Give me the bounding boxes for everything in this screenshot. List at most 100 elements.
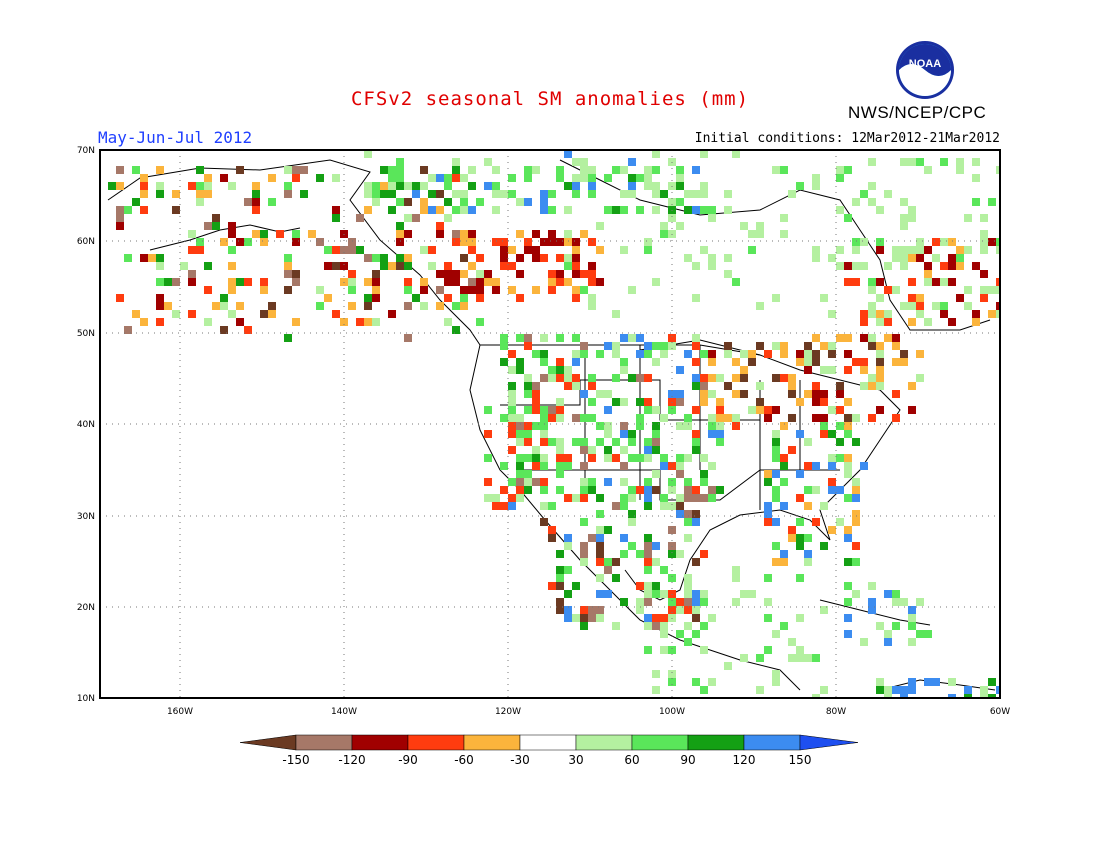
anomaly-cell bbox=[484, 278, 492, 286]
anomaly-cell bbox=[500, 486, 508, 494]
anomaly-cell bbox=[620, 478, 628, 486]
anomaly-cell bbox=[860, 334, 868, 342]
anomaly-cell bbox=[572, 286, 580, 294]
anomaly-cell bbox=[788, 190, 796, 198]
anomaly-cell bbox=[452, 166, 460, 174]
colorbar-swatch bbox=[631, 734, 689, 751]
anomaly-cell bbox=[804, 366, 812, 374]
anomaly-cell bbox=[420, 182, 428, 190]
anomaly-cell bbox=[772, 342, 780, 350]
anomaly-cell bbox=[492, 206, 500, 214]
anomaly-cell bbox=[876, 406, 884, 414]
anomaly-cell bbox=[620, 366, 628, 374]
anomaly-cell bbox=[636, 454, 644, 462]
anomaly-cell bbox=[516, 438, 524, 446]
anomaly-cell bbox=[372, 182, 380, 190]
anomaly-cell bbox=[892, 254, 900, 262]
anomaly-cell bbox=[844, 462, 852, 470]
anomaly-cell bbox=[692, 342, 700, 350]
anomaly-cell bbox=[556, 398, 564, 406]
anomaly-cell bbox=[508, 190, 516, 198]
anomaly-cell bbox=[924, 270, 932, 278]
anomaly-cell bbox=[644, 182, 652, 190]
anomaly-cell bbox=[652, 206, 660, 214]
anomaly-cell bbox=[860, 310, 868, 318]
anomaly-cell bbox=[924, 318, 932, 326]
anomaly-cell bbox=[604, 406, 612, 414]
anomaly-cell bbox=[876, 382, 884, 390]
anomaly-cell bbox=[508, 350, 516, 358]
anomaly-cell bbox=[556, 278, 564, 286]
anomaly-cell bbox=[948, 318, 956, 326]
anomaly-cell bbox=[796, 518, 804, 526]
anomaly-cell bbox=[772, 470, 780, 478]
anomaly-cell bbox=[692, 590, 700, 598]
anomaly-cell bbox=[172, 310, 180, 318]
anomaly-cell bbox=[756, 398, 764, 406]
anomaly-cell bbox=[596, 558, 604, 566]
anomaly-cell bbox=[564, 590, 572, 598]
anomaly-cell bbox=[484, 406, 492, 414]
anomaly-cell bbox=[660, 614, 668, 622]
anomaly-cell bbox=[812, 398, 820, 406]
colorbar-label: 150 bbox=[789, 753, 812, 767]
anomaly-cell bbox=[204, 286, 212, 294]
anomaly-cell bbox=[524, 198, 532, 206]
anomaly-cell bbox=[460, 238, 468, 246]
anomaly-cell bbox=[580, 462, 588, 470]
anomaly-cell bbox=[908, 254, 916, 262]
anomaly-cell bbox=[348, 278, 356, 286]
anomaly-cell bbox=[676, 182, 684, 190]
anomaly-cell bbox=[908, 158, 916, 166]
anomaly-cell bbox=[828, 342, 836, 350]
anomaly-cell bbox=[764, 518, 772, 526]
anomaly-cell bbox=[140, 318, 148, 326]
anomaly-cell bbox=[468, 246, 476, 254]
anomaly-cell bbox=[316, 286, 324, 294]
anomaly-cell bbox=[692, 606, 700, 614]
anomaly-cell bbox=[556, 462, 564, 470]
anomaly-cell bbox=[844, 526, 852, 534]
anomaly-cell bbox=[852, 238, 860, 246]
anomaly-cell bbox=[324, 294, 332, 302]
anomaly-cell bbox=[516, 334, 524, 342]
anomaly-cell bbox=[644, 494, 652, 502]
anomaly-cell bbox=[588, 166, 596, 174]
colorbar-swatch bbox=[295, 734, 353, 751]
anomaly-cell bbox=[236, 238, 244, 246]
anomaly-cell bbox=[772, 558, 780, 566]
anomaly-cell bbox=[652, 582, 660, 590]
noaa-logo: NOAA bbox=[896, 41, 954, 99]
anomaly-cell bbox=[676, 502, 684, 510]
anomaly-cell bbox=[908, 614, 916, 622]
anomaly-cell bbox=[372, 286, 380, 294]
anomaly-cell bbox=[692, 486, 700, 494]
anomaly-cell bbox=[668, 550, 676, 558]
anomaly-cell bbox=[844, 262, 852, 270]
anomaly-cell bbox=[980, 238, 988, 246]
anomaly-cell bbox=[548, 230, 556, 238]
anomaly-cell bbox=[756, 686, 764, 694]
anomaly-cell bbox=[604, 174, 612, 182]
anomaly-cell bbox=[444, 262, 452, 270]
anomaly-cell bbox=[940, 278, 948, 286]
anomaly-cell bbox=[644, 582, 652, 590]
anomaly-cell bbox=[500, 462, 508, 470]
anomaly-cell bbox=[396, 230, 404, 238]
anomaly-cell bbox=[388, 174, 396, 182]
anomaly-cell bbox=[996, 302, 1000, 310]
anomaly-cell bbox=[564, 374, 572, 382]
anomaly-cell bbox=[564, 462, 572, 470]
anomaly-cell bbox=[812, 390, 820, 398]
anomaly-cell bbox=[724, 270, 732, 278]
anomaly-cell bbox=[988, 238, 996, 246]
anomaly-cell bbox=[684, 518, 692, 526]
anomaly-cell bbox=[844, 598, 852, 606]
anomaly-cell bbox=[236, 318, 244, 326]
anomaly-cell bbox=[636, 414, 644, 422]
lat-label: 30N bbox=[77, 512, 95, 522]
anomaly-cell bbox=[716, 438, 724, 446]
anomaly-cell bbox=[364, 150, 372, 158]
anomaly-cell bbox=[516, 486, 524, 494]
